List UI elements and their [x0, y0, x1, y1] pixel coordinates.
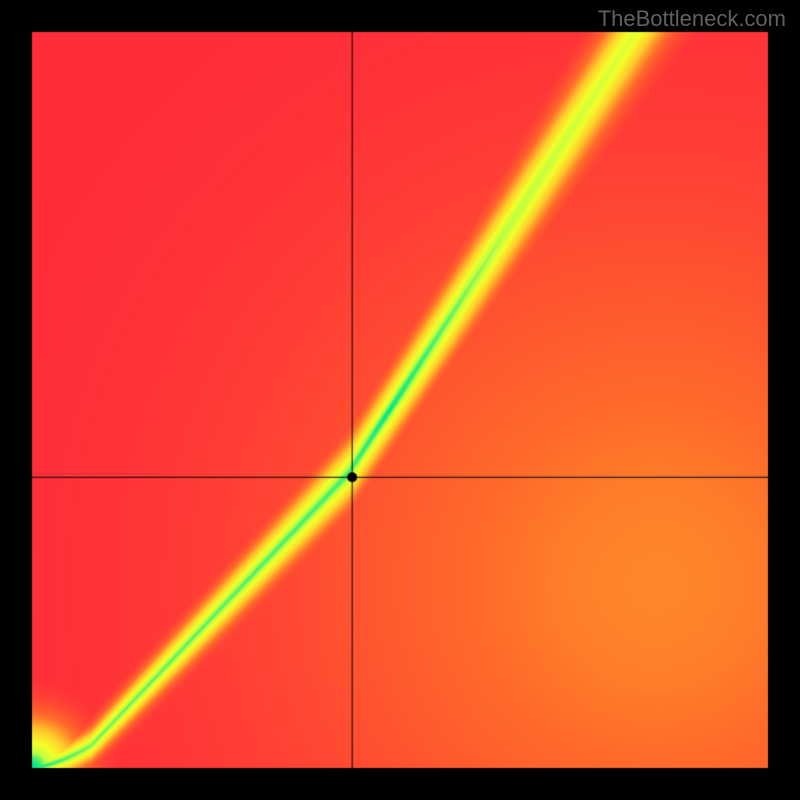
watermark-text: TheBottleneck.com: [598, 6, 786, 32]
chart-container: TheBottleneck.com: [0, 0, 800, 800]
bottleneck-heatmap-canvas: [0, 0, 800, 800]
